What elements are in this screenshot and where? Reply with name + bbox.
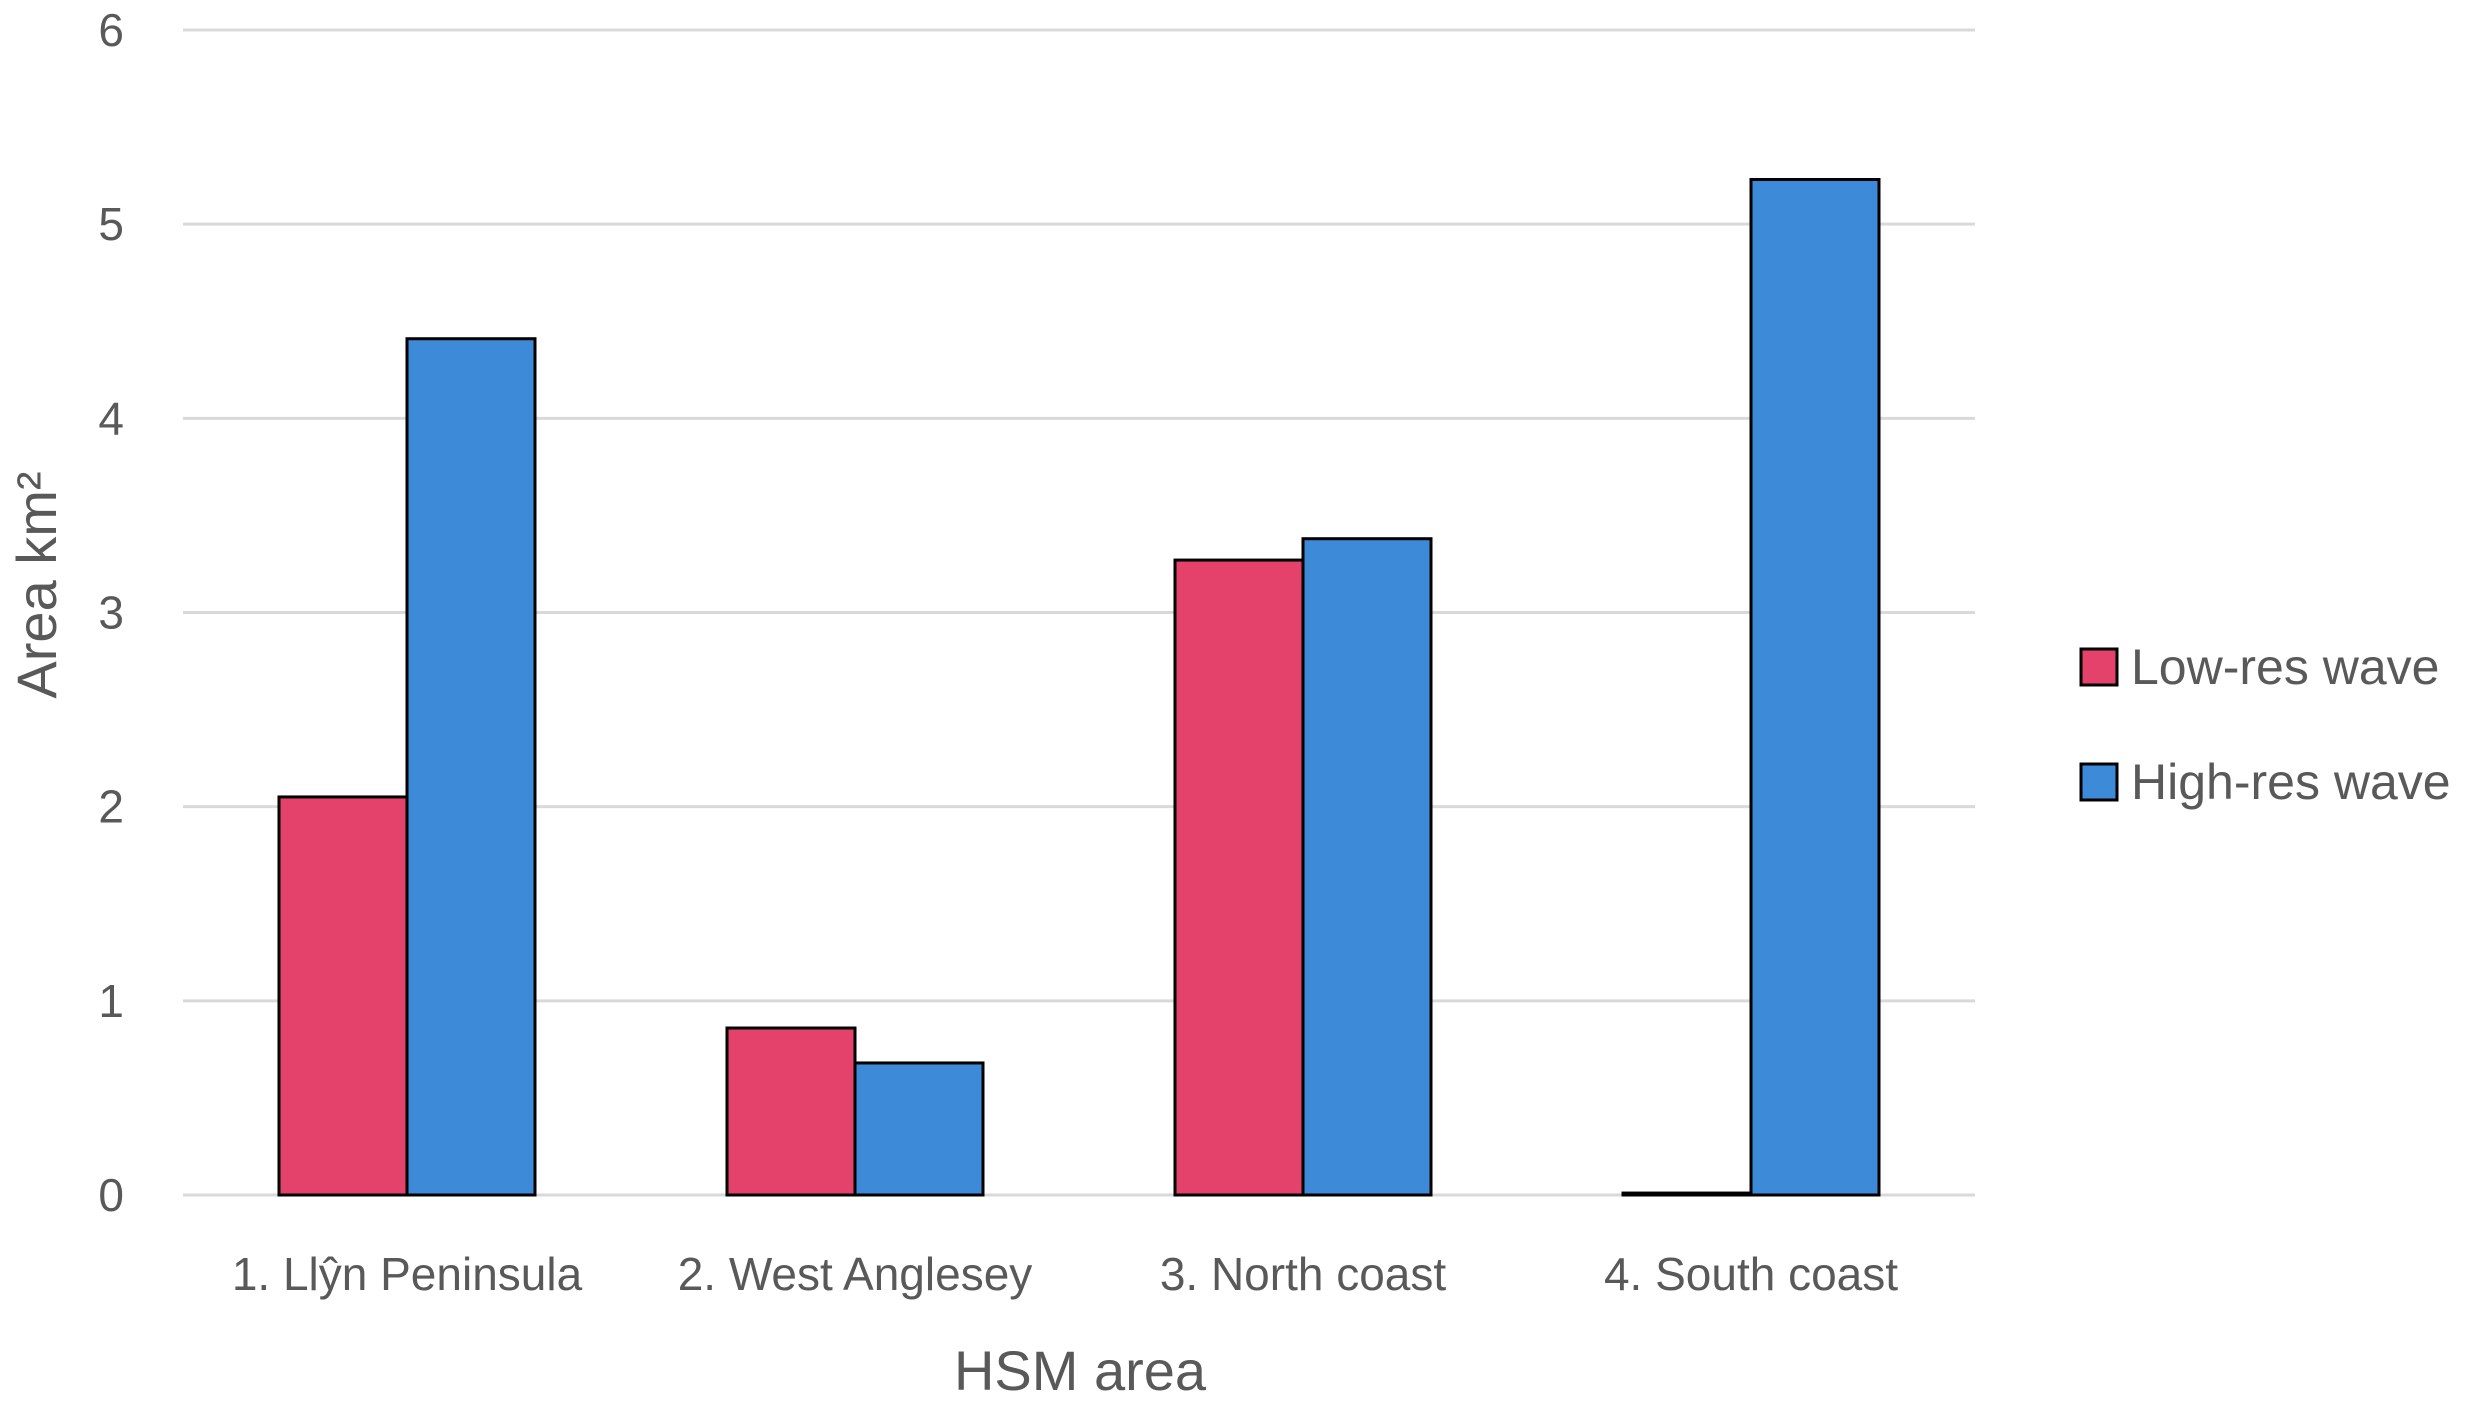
x-tick-label: 4. South coast — [1604, 1248, 1898, 1300]
legend-label: Low-res wave — [2131, 639, 2439, 695]
y-tick-label: 6 — [98, 4, 124, 56]
x-axis-title: HSM area — [954, 1339, 1207, 1402]
y-axis-ticks: 0 1 2 3 4 5 6 — [98, 4, 124, 1221]
x-axis-ticks: 1. Llŷn Peninsula 2. West Anglesey 3. Nort… — [232, 1248, 1898, 1300]
x-tick-label: 3. North coast — [1160, 1248, 1447, 1300]
y-tick-label: 1 — [98, 975, 124, 1027]
bar-low-res-2 — [725, 1026, 857, 1197]
y-tick-label: 3 — [98, 587, 124, 639]
legend-swatch — [2079, 762, 2119, 802]
y-tick-label: 2 — [98, 781, 124, 833]
legend: Low-res wave High-res wave — [2079, 639, 2451, 810]
bars — [277, 178, 1881, 1197]
bar-low-res-1 — [277, 795, 409, 1197]
legend-swatch — [2079, 647, 2119, 687]
bar-high-res-2 — [853, 1061, 985, 1197]
y-tick-label: 4 — [98, 392, 124, 444]
x-tick-label: 2. West Anglesey — [678, 1248, 1033, 1300]
legend-label: High-res wave — [2131, 754, 2451, 810]
y-axis-title: Area km² — [5, 471, 68, 698]
bar-high-res-1 — [405, 337, 537, 1197]
y-tick-label: 5 — [98, 198, 124, 250]
bar-high-res-4 — [1749, 178, 1881, 1197]
y-tick-label: 0 — [98, 1169, 124, 1221]
x-tick-label: 1. Llŷn Peninsula — [232, 1248, 583, 1300]
bar-low-res-4 — [1621, 1191, 1753, 1197]
bar-high-res-3 — [1301, 537, 1433, 1197]
bar-low-res-3 — [1173, 558, 1305, 1197]
